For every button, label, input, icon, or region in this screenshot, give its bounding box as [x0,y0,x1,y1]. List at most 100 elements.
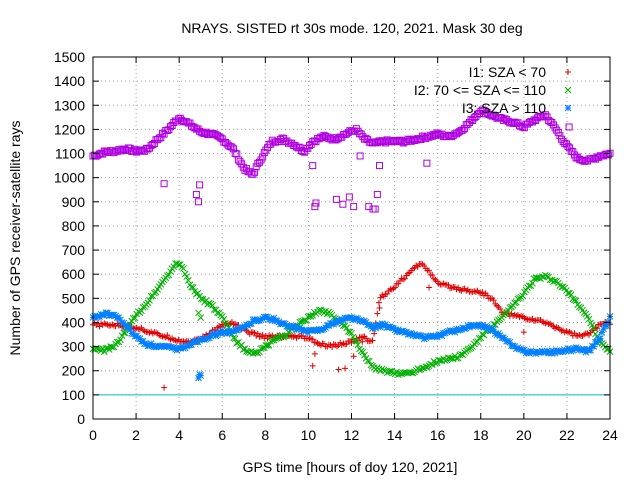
data-layer [89,106,614,391]
data-point [458,350,465,358]
data-point [113,338,121,346]
data-point [180,265,187,272]
data-point [479,289,486,296]
data-point [386,367,394,375]
x-tick-label: 16 [430,427,446,443]
outlier-point [335,366,342,373]
data-point [372,324,380,332]
data-point [130,330,137,338]
outlier-point [520,329,527,336]
outlier-point [332,195,340,203]
data-point [497,306,504,313]
data-point [527,347,535,355]
data-point [340,322,347,329]
x-tick-label: 8 [261,427,269,443]
data-point [247,320,255,328]
data-point [593,338,601,346]
data-point [139,337,147,345]
data-point [459,324,467,332]
data-point [291,323,299,330]
legend: I1: SZA < 70 I2: 70 <= SZA <= 110 I3: SZA … [414,64,572,116]
data-point [556,348,564,356]
outlier-point [356,152,364,160]
x-tick-label: 10 [301,427,317,443]
x-tick-label: 22 [559,427,575,443]
data-point [375,321,383,329]
outlier-point [197,372,205,379]
data-point [437,357,444,364]
x-tick-label: 18 [473,427,489,443]
outlier-point [196,181,204,189]
y-tick-label: 1500 [54,49,85,65]
outlier-point [311,350,318,357]
data-point [426,267,433,274]
data-point [264,335,271,342]
data-point [249,170,257,178]
legend-label: I2: 70 <= SZA <= 110 [414,82,546,98]
data-point [134,334,142,342]
data-point [587,347,594,354]
data-point [490,297,497,304]
data-point [256,317,263,324]
data-point [590,324,598,332]
x-tick-label: 20 [516,427,532,443]
outlier-point [192,191,200,199]
data-point [392,284,399,291]
data-point [419,332,426,340]
data-point [265,342,273,349]
data-point [163,272,171,280]
data-point [519,292,527,300]
data-point [384,290,391,297]
data-point [131,314,139,322]
data-point [201,336,208,343]
data-point [343,341,350,348]
legend-marker [565,69,571,75]
data-point [147,340,155,347]
data-point [371,330,378,337]
outlier-point [195,198,203,206]
data-point [365,357,373,365]
data-point [333,319,341,327]
y-tick-label: 500 [62,290,86,306]
data-point [598,329,606,336]
data-point [188,341,195,349]
data-point [130,314,137,322]
data-point [235,339,242,346]
y-tick-label: 900 [62,194,86,210]
data-point [183,273,191,280]
data-point [159,342,166,350]
outlier-point [197,314,205,321]
data-point [490,326,498,333]
data-point [429,272,436,279]
data-point [188,283,195,291]
data-point [364,357,372,365]
outlier-point [339,200,347,208]
data-point [126,326,134,334]
data-point [382,321,389,328]
outlier-point [426,284,433,291]
data-point [165,271,173,279]
data-point [115,314,123,321]
x-tick-label: 14 [387,427,403,443]
data-point [154,342,161,350]
data-point [327,319,334,327]
data-point [354,315,362,323]
data-point [283,332,291,340]
data-point [446,327,454,334]
y-tick-label: 300 [62,339,86,355]
data-point [330,320,338,328]
outlier-point [565,123,573,131]
y-tick-label: 800 [62,218,86,234]
data-point [100,312,108,319]
data-point [199,335,207,343]
data-point [262,342,270,349]
x-tick-label: 6 [218,427,226,443]
data-point [165,343,173,350]
outlier-point [160,180,168,188]
y-tick-label: 100 [62,387,86,403]
x-tick-label: 24 [602,427,618,443]
data-point [406,330,414,338]
data-point [479,321,486,329]
data-point [367,322,375,330]
data-point [456,326,464,334]
